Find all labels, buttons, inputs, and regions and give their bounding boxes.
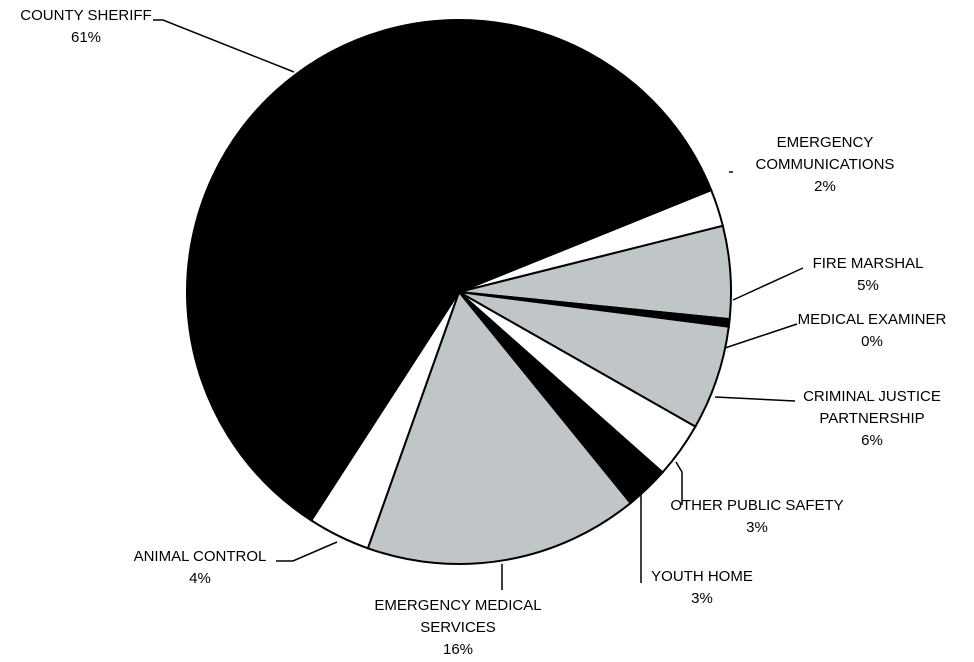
slice-percent-6: 16% (443, 641, 473, 658)
slice-label-2: MEDICAL EXAMINER 0% (798, 311, 947, 350)
slice-name-3-0: CRIMINAL JUSTICE (803, 388, 941, 405)
slice-label-4: OTHER PUBLIC SAFETY 3% (670, 497, 843, 536)
slice-label-3: CRIMINAL JUSTICE PARTNERSHIP 6% (803, 388, 941, 449)
slice-percent-1: 5% (857, 277, 879, 294)
slice-name-8-0: COUNTY SHERIFF (20, 7, 151, 24)
pie-slice-8 (185, 19, 713, 522)
slice-name-2-0: MEDICAL EXAMINER (798, 311, 947, 328)
slice-label-5: YOUTH HOME 3% (651, 568, 753, 607)
slice-name-0-1: COMMUNICATIONS (756, 156, 895, 173)
slice-label-7: ANIMAL CONTROL 4% (134, 548, 267, 587)
leader-line-8 (153, 19, 295, 73)
slice-label-8: COUNTY SHERIFF 61% (20, 7, 151, 46)
leader-line-1 (732, 267, 804, 301)
slice-percent-8: 61% (71, 29, 101, 46)
slice-name-4-0: OTHER PUBLIC SAFETY (670, 497, 843, 514)
slice-percent-7: 4% (189, 570, 211, 587)
pie-slices (185, 19, 733, 565)
slice-name-1-0: FIRE MARSHAL (813, 255, 924, 272)
slice-name-6-1: SERVICES (420, 619, 496, 636)
slice-label-0: EMERGENCY COMMUNICATIONS 2% (756, 134, 895, 195)
slice-percent-3: 6% (861, 432, 883, 449)
leader-line-3 (714, 396, 796, 402)
leader-line-2 (724, 323, 798, 349)
leader-line-4 (675, 461, 683, 505)
leader-line-7 (276, 541, 338, 562)
slice-percent-0: 2% (814, 178, 836, 195)
pie-slice-6 (366, 289, 632, 565)
slice-label-6: EMERGENCY MEDICAL SERVICES 16% (374, 597, 541, 658)
slice-label-1: FIRE MARSHAL 5% (813, 255, 924, 294)
leader-lines (153, 19, 804, 590)
slice-name-6-0: EMERGENCY MEDICAL (374, 597, 541, 614)
slice-name-3-1: PARTNERSHIP (819, 410, 924, 427)
slice-percent-4: 3% (746, 519, 768, 536)
slice-name-0-0: EMERGENCY (777, 134, 874, 151)
slice-labels: EMERGENCY COMMUNICATIONS 2% FIRE MARSHAL 5% M… (20, 7, 946, 658)
slice-percent-2: 0% (861, 333, 883, 350)
slice-name-5-0: YOUTH HOME (651, 568, 753, 585)
slice-name-7-0: ANIMAL CONTROL (134, 548, 267, 565)
slice-percent-5: 3% (691, 590, 713, 607)
